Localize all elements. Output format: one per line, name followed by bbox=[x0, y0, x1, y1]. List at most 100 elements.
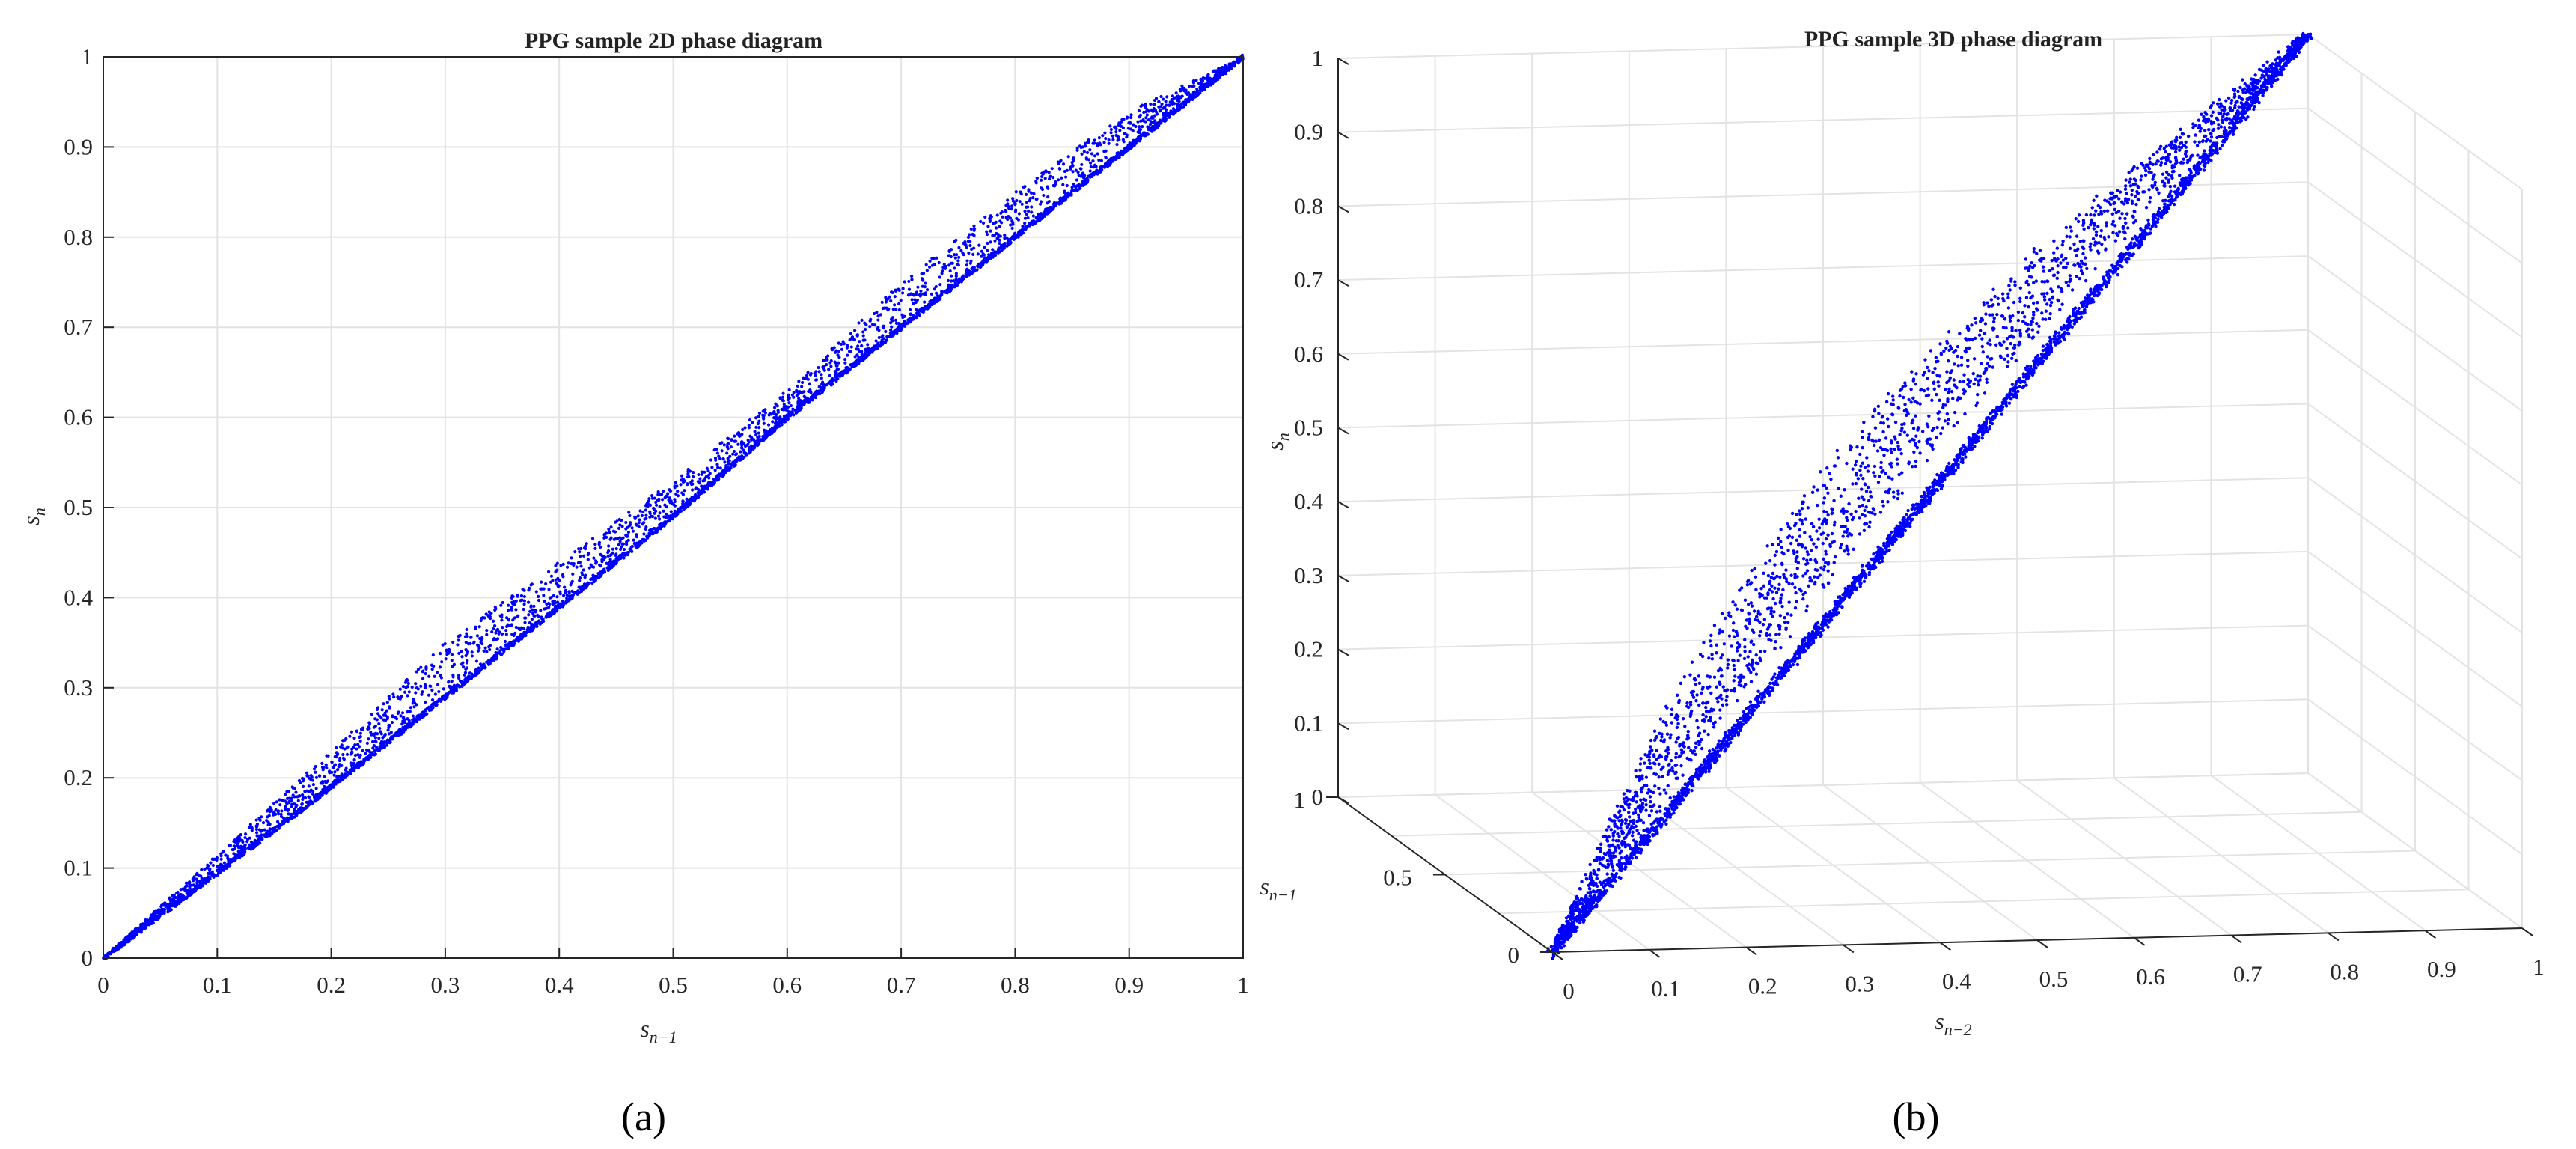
panel-a-data-point bbox=[1146, 132, 1150, 136]
panel-a-data-point bbox=[1145, 113, 1149, 117]
panel-a-data-point bbox=[1152, 125, 1156, 129]
panel-a-data-point bbox=[1000, 248, 1004, 252]
panel-a-data-point bbox=[1194, 79, 1198, 82]
panel-a-data-point bbox=[320, 761, 324, 765]
panel-a-data-point bbox=[367, 737, 370, 741]
panel-a-data-point bbox=[873, 344, 876, 348]
panel-a-data-point bbox=[930, 257, 934, 260]
panel-a-data-point bbox=[953, 266, 956, 270]
panel-a-data-point bbox=[542, 594, 546, 597]
panel-a-data-point bbox=[903, 319, 906, 323]
panel-a-data-point bbox=[335, 746, 338, 750]
panel-a-data-point bbox=[210, 857, 214, 861]
panel-a-data-point bbox=[294, 790, 298, 794]
panel-a-data-point bbox=[514, 625, 518, 630]
panel-a-data-point bbox=[795, 406, 799, 410]
panel-a-data-point bbox=[697, 472, 701, 477]
panel-a-data-point bbox=[498, 649, 502, 653]
panel-a-data-point bbox=[563, 585, 567, 589]
panel-a-data-point bbox=[1043, 177, 1047, 180]
panel-a-data-point bbox=[1000, 221, 1004, 225]
panel-a-data-point bbox=[792, 395, 796, 399]
panel-a-data-point bbox=[1114, 130, 1118, 134]
panel-a-data-point bbox=[239, 847, 244, 851]
panel-a-data-point bbox=[1195, 94, 1199, 97]
panel-a-data-point bbox=[451, 673, 455, 677]
panel-a-data-point bbox=[534, 621, 538, 626]
panel-a-data-point bbox=[409, 722, 413, 726]
panel-a-data-point bbox=[784, 408, 788, 412]
panel-a-data-point bbox=[436, 683, 440, 686]
panel-a-data-point bbox=[547, 588, 551, 591]
panel-a-data-point bbox=[721, 457, 725, 461]
panel-a-data-point bbox=[1153, 114, 1157, 118]
panel-a-data-point bbox=[522, 607, 525, 612]
panel-a-data-point bbox=[626, 538, 630, 542]
panel-a-data-point bbox=[146, 921, 150, 926]
panel-a-data-point bbox=[281, 799, 284, 802]
panel-a-data-point bbox=[547, 606, 551, 609]
panel-a-data-point bbox=[1176, 109, 1179, 112]
panel-a-data-point bbox=[968, 240, 972, 243]
panel-a-data-point bbox=[976, 265, 980, 269]
panel-a-data-point bbox=[579, 589, 584, 594]
panel-a-data-point bbox=[201, 880, 205, 885]
panel-a-data-point bbox=[814, 374, 818, 378]
panel-a-data-point bbox=[510, 608, 513, 612]
panel-a-data-point bbox=[894, 321, 898, 325]
panel-a-data-point bbox=[500, 652, 504, 656]
panel-a-data-point bbox=[736, 442, 740, 446]
panel-a-data-point bbox=[1027, 210, 1031, 213]
panel-a-data-point bbox=[293, 815, 296, 819]
panel-a-data-point bbox=[1071, 157, 1075, 161]
panel-a-data-point bbox=[822, 368, 826, 372]
panel-a-data-point bbox=[624, 527, 628, 531]
panel-a-data-point bbox=[673, 499, 677, 504]
panel-a-data-point bbox=[809, 390, 813, 394]
panel-a-data-point bbox=[139, 922, 143, 927]
panel-a-data-point bbox=[850, 335, 855, 339]
panel-a-data-point bbox=[175, 891, 179, 895]
panel-a-data-point bbox=[500, 618, 504, 622]
panel-a-data-point bbox=[1206, 81, 1210, 85]
panel-a-data-point bbox=[243, 843, 247, 847]
panel-a-data-point bbox=[638, 518, 641, 522]
panel-a-data-point bbox=[1061, 162, 1066, 166]
panel-a-data-point bbox=[1180, 94, 1184, 98]
panel-a-data-point bbox=[874, 339, 878, 343]
panel-a-data-point bbox=[633, 515, 637, 519]
panel-a-data-point bbox=[923, 300, 927, 304]
panel-a-data-point bbox=[1211, 70, 1215, 73]
panel-a-data-point bbox=[796, 384, 799, 388]
panel-a-data-point bbox=[406, 710, 409, 714]
panel-a-data-point bbox=[575, 591, 579, 594]
panel-a-data-point bbox=[1153, 109, 1158, 112]
panel-a-data-point bbox=[485, 633, 489, 636]
panel-a-data-point bbox=[492, 619, 495, 623]
panel-a-data-point bbox=[578, 576, 582, 580]
panel-a-data-point bbox=[795, 410, 799, 414]
panel-a-data-point bbox=[847, 350, 852, 353]
panel-a-data-point bbox=[357, 762, 361, 766]
panel-a-data-point bbox=[1138, 127, 1143, 132]
panel-a-data-point bbox=[681, 493, 686, 496]
panel-a-data-point bbox=[1149, 102, 1153, 106]
panel-a-data-point bbox=[414, 682, 418, 686]
panel-a-data-point bbox=[406, 684, 409, 689]
panel-a-data-point bbox=[941, 266, 945, 269]
panel-a-data-point bbox=[433, 692, 438, 696]
panel-a-data-point bbox=[849, 363, 852, 367]
panel-a-data-point bbox=[893, 303, 897, 307]
panel-a-data-point bbox=[345, 746, 349, 749]
panel-a-data-point bbox=[1088, 148, 1092, 152]
panel-a-data-point bbox=[543, 607, 546, 611]
panel-a-data-point bbox=[403, 721, 406, 725]
panel-a-data-point bbox=[1020, 232, 1024, 236]
panel-a-data-point bbox=[880, 335, 884, 339]
panel-a-data-point bbox=[500, 632, 504, 636]
panel-a-data-point bbox=[1069, 193, 1072, 197]
panel-a-data-point bbox=[414, 691, 418, 695]
panel-a-data-point bbox=[618, 540, 622, 543]
panel-a-data-point bbox=[984, 260, 988, 264]
panel-a-data-point bbox=[1101, 134, 1105, 138]
